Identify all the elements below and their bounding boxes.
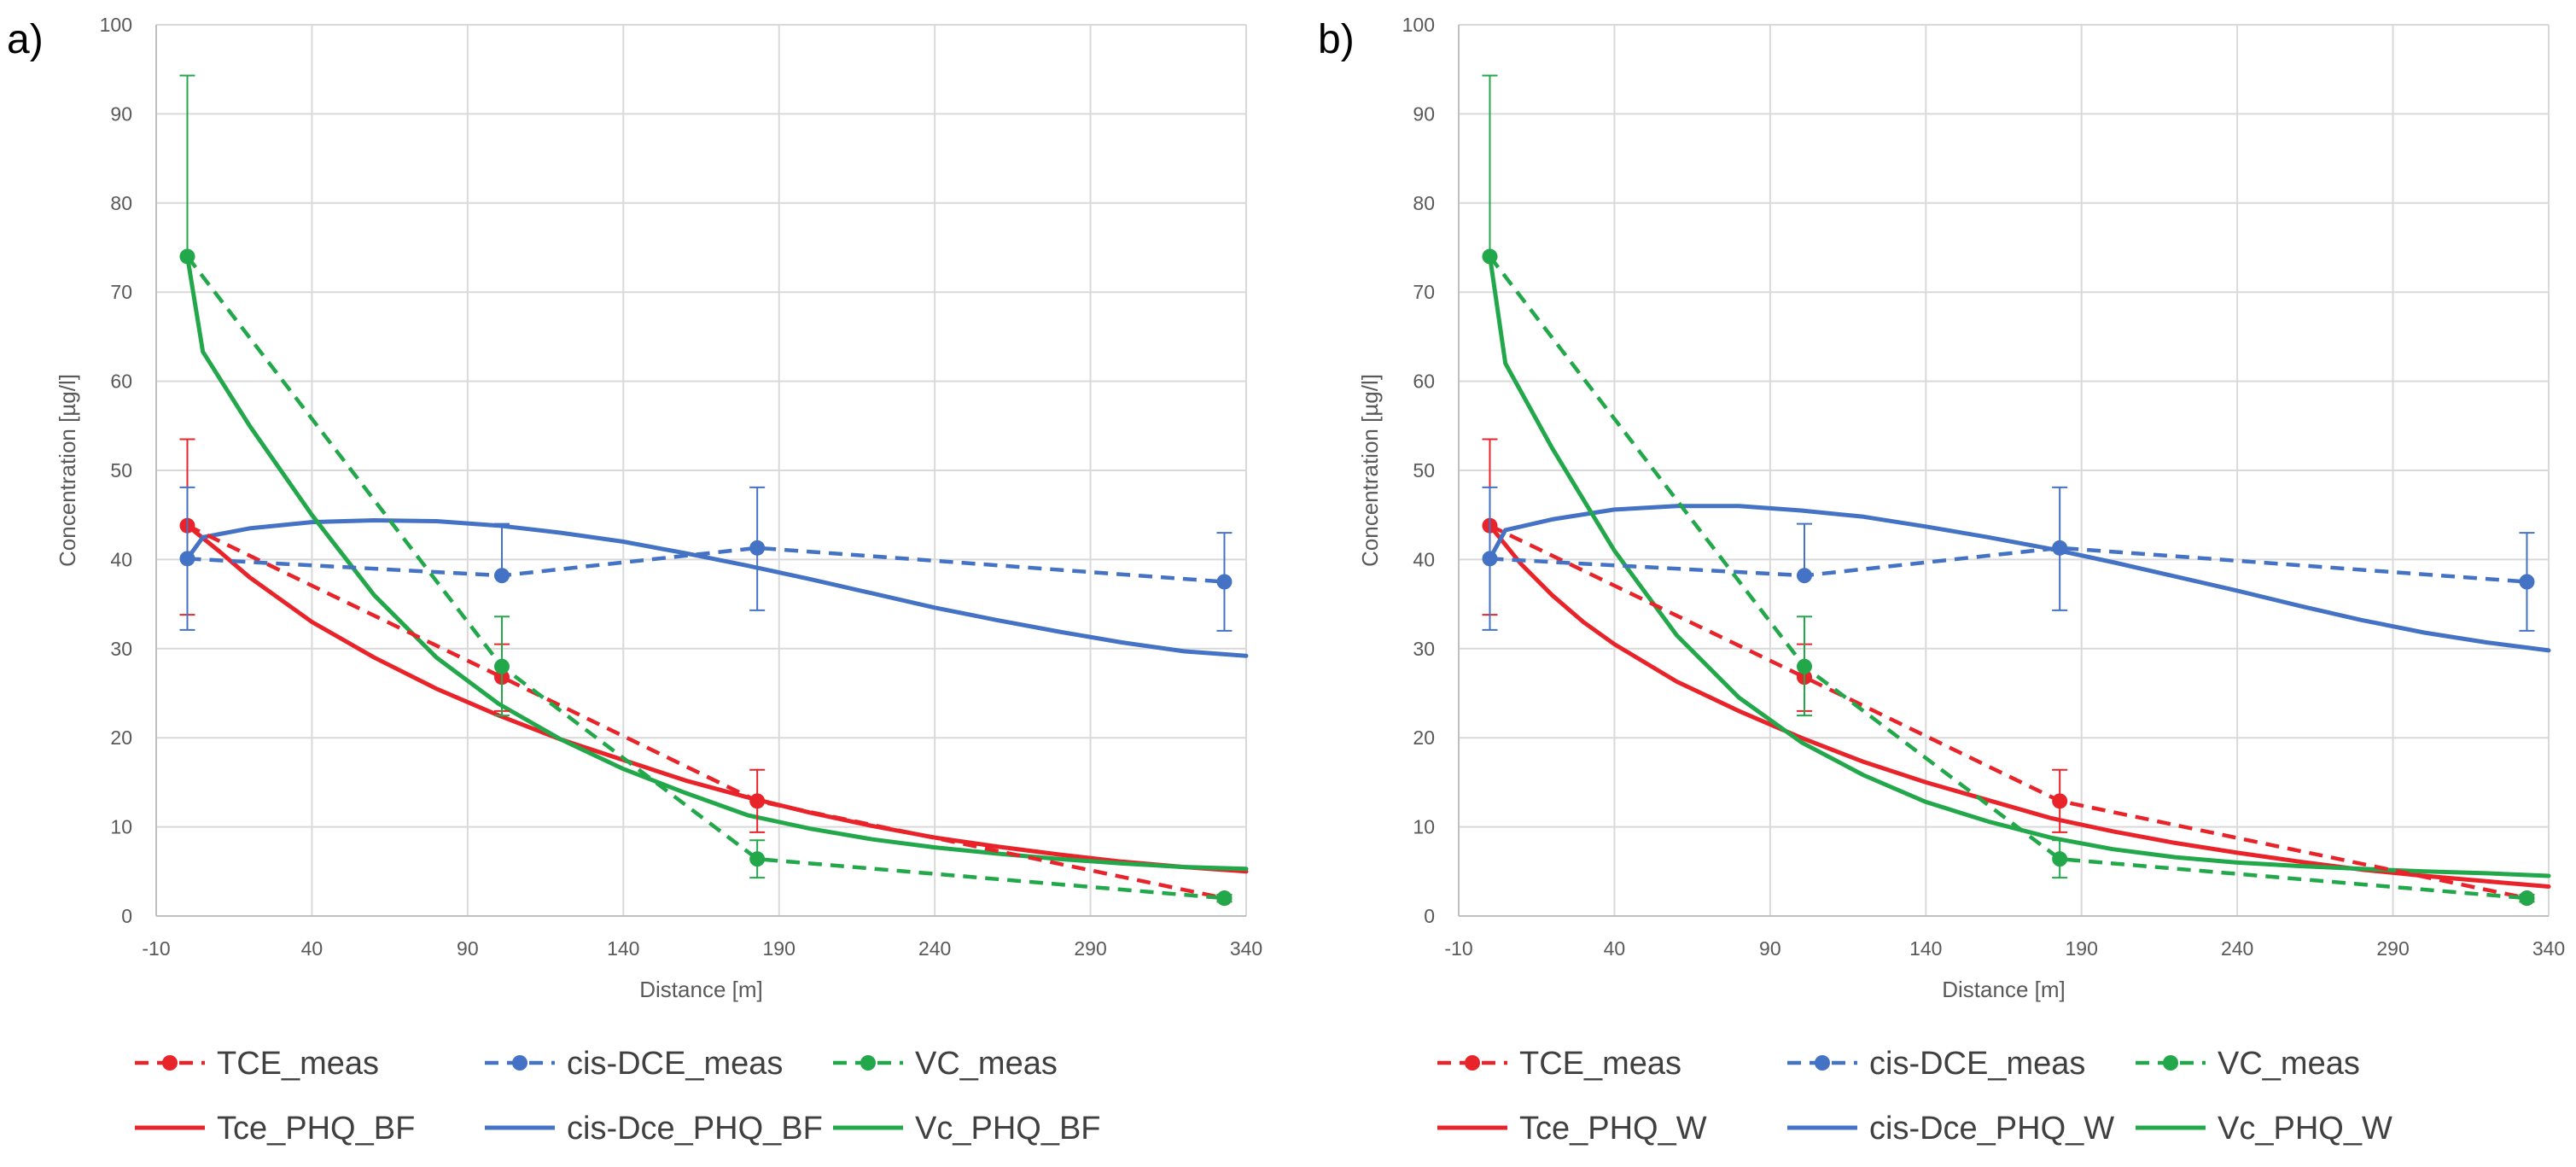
data-point-cis-dce-meas	[1216, 575, 1232, 590]
data-point-vc-meas	[494, 659, 510, 674]
y-tick-label: 70	[110, 281, 132, 303]
data-point-cis-dce-meas	[2519, 575, 2534, 590]
data-point-vc-meas	[1216, 890, 1232, 906]
data-point-cis-dce-meas	[494, 568, 510, 583]
y-tick-label: 60	[110, 371, 132, 393]
data-point-cis-dce-meas	[2052, 540, 2067, 556]
legend-label-vc-meas: VC_meas	[915, 1046, 1058, 1082]
legend-label-cis-dce-meas: cis-DCE_meas	[1869, 1046, 2085, 1082]
series-line-cis-dce-phq-bf	[188, 521, 1247, 656]
legend-marker-vc-meas	[860, 1055, 876, 1071]
x-tick-label: 140	[607, 937, 639, 960]
x-tick-label: 240	[918, 937, 951, 960]
y-tick-label: 0	[121, 905, 132, 927]
y-axis-title: Concentration [µg/l]	[55, 374, 80, 567]
y-tick-label: 70	[1413, 281, 1435, 303]
y-tick-label: 100	[1402, 14, 1435, 36]
data-point-vc-meas	[1797, 659, 1812, 674]
data-point-vc-meas	[1482, 248, 1497, 264]
series-line-vc-phq-bf	[188, 256, 1247, 868]
legend-marker-vc-meas	[2163, 1055, 2178, 1071]
y-tick-label: 80	[1413, 192, 1435, 214]
y-tick-label: 80	[110, 192, 132, 214]
legend-label-vc-phq-w: Vc_PHQ_W	[2218, 1111, 2392, 1147]
x-tick-label: 190	[763, 937, 796, 960]
x-tick-label: 40	[1604, 937, 1626, 960]
panel-label: a)	[7, 17, 44, 62]
x-tick-label: 90	[1759, 937, 1781, 960]
y-tick-label: 90	[1413, 102, 1435, 125]
x-tick-label: 40	[301, 937, 323, 960]
legend-label-tce-meas: TCE_meas	[217, 1046, 379, 1082]
y-tick-label: 50	[110, 459, 132, 481]
series-line-tce-meas	[1490, 526, 2527, 898]
chart-panel-a: a) 0 10 20 30 40 50 60 70 80 90 100 -10 40 90 140 190 240…	[7, 14, 1262, 1147]
x-tick-label: 340	[2532, 937, 2565, 960]
legend-label-cis-dce-phq-bf: cis-Dce_PHQ_BF	[567, 1111, 823, 1147]
legend-label-cis-dce-meas: cis-DCE_meas	[567, 1046, 783, 1082]
x-tick-label: 290	[1074, 937, 1106, 960]
chart-figure: a)0102030405060708090100-10 40 90 140 190 240…	[0, 0, 2576, 1167]
x-tick-label: 340	[1230, 937, 1262, 960]
series-line-cis-dce-meas	[1490, 548, 2527, 582]
data-point-cis-dce-meas	[1482, 551, 1497, 566]
data-point-tce-meas	[749, 793, 765, 808]
x-tick-label: 140	[1909, 937, 1942, 960]
data-point-vc-meas	[749, 851, 765, 866]
y-tick-label: 40	[110, 548, 132, 570]
legend-label-vc-meas: VC_meas	[2218, 1046, 2360, 1082]
data-point-tce-meas	[2052, 793, 2067, 808]
legend-label-tce-meas: TCE_meas	[1519, 1046, 1681, 1082]
y-tick-label: 90	[110, 102, 132, 125]
data-point-cis-dce-meas	[179, 551, 195, 566]
legend-marker-cis-dce-meas	[512, 1055, 527, 1071]
data-point-cis-dce-meas	[749, 540, 765, 556]
x-tick-label: 290	[2376, 937, 2409, 960]
y-tick-label: 10	[1413, 816, 1435, 838]
legend-marker-tce-meas	[1465, 1055, 1480, 1071]
legend-marker-tce-meas	[162, 1055, 178, 1071]
y-axis-title: Concentration [µg/l]	[1357, 374, 1383, 567]
series-line-tce-phq-w	[1490, 526, 2550, 887]
data-point-vc-meas	[2052, 851, 2067, 866]
y-tick-label: 20	[1413, 726, 1435, 749]
legend-label-cis-dce-phq-w: cis-Dce_PHQ_W	[1869, 1111, 2114, 1147]
series-line-tce-phq-bf	[188, 526, 1247, 872]
y-tick-label: 0	[1424, 905, 1435, 927]
data-point-vc-meas	[179, 248, 195, 264]
x-axis-title: Distance [m]	[639, 977, 763, 1002]
panel-label: b)	[1318, 17, 1355, 62]
legend-label-tce-phq-w: Tce_PHQ_W	[1519, 1111, 1707, 1147]
series-line-cis-dce-phq-w	[1490, 506, 2550, 651]
legend-label-tce-phq-bf: Tce_PHQ_BF	[217, 1111, 415, 1147]
y-tick-label: 100	[100, 14, 132, 36]
y-tick-label: 40	[1413, 548, 1435, 570]
data-point-cis-dce-meas	[1797, 568, 1812, 583]
x-tick-label: -10	[142, 937, 170, 960]
y-tick-label: 20	[110, 726, 132, 749]
x-tick-label: -10	[1444, 937, 1472, 960]
x-tick-label: 190	[2066, 937, 2098, 960]
y-tick-label: 60	[1413, 371, 1435, 393]
x-axis-title: Distance [m]	[1942, 977, 2066, 1002]
legend-marker-cis-dce-meas	[1815, 1055, 1830, 1071]
y-tick-label: 50	[1413, 459, 1435, 481]
chart-panel-b: b) 0 10 20 30 40 50 60 70 80 90 100 -10 40 90 140 190 240…	[1318, 14, 2565, 1147]
y-tick-label: 30	[110, 638, 132, 660]
x-tick-label: 90	[457, 937, 479, 960]
x-tick-label: 240	[2221, 937, 2253, 960]
y-tick-label: 30	[1413, 638, 1435, 660]
series-line-tce-meas	[188, 526, 1225, 898]
legend-label-vc-phq-bf: Vc_PHQ_BF	[915, 1111, 1101, 1147]
series-line-vc-meas	[1490, 256, 2527, 898]
y-tick-label: 10	[110, 816, 132, 838]
data-point-vc-meas	[2519, 890, 2534, 906]
